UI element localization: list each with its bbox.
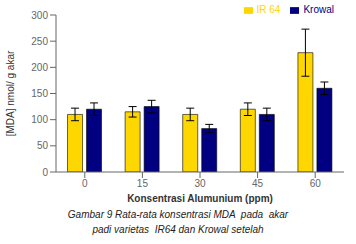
html-text:Gambar 9 Rata-rata konsentrasi: Gambar 9 Rata-rata konsentrasi MDA pada … — [67, 209, 289, 220]
svg-text:50: 50 — [37, 140, 49, 151]
html-text:Krowal: Krowal — [303, 4, 334, 15]
svg-text:0: 0 — [82, 178, 88, 189]
svg-text:300: 300 — [31, 10, 48, 21]
svg-text:0: 0 — [42, 167, 48, 178]
svg-text:15: 15 — [137, 178, 149, 189]
svg-text:200: 200 — [31, 62, 48, 73]
svg-text:60: 60 — [310, 178, 322, 189]
svg-text:250: 250 — [31, 36, 48, 47]
svg-text:45: 45 — [252, 178, 264, 189]
svg-text:100: 100 — [31, 114, 48, 125]
html-text:IR 64: IR 64 — [256, 4, 281, 15]
svg-text:[MDA] nmol/ g akar: [MDA] nmol/ g akar — [8, 50, 16, 136]
html-text:padi varietas IR64 dan Krowal: padi varietas IR64 dan Krowal setelah — [92, 224, 264, 235]
svg-text:30: 30 — [194, 178, 206, 189]
svg-text:Konsentrasi Alumunium (ppm): Konsentrasi Alumunium (ppm) — [127, 193, 273, 204]
svg-text:150: 150 — [31, 88, 48, 99]
